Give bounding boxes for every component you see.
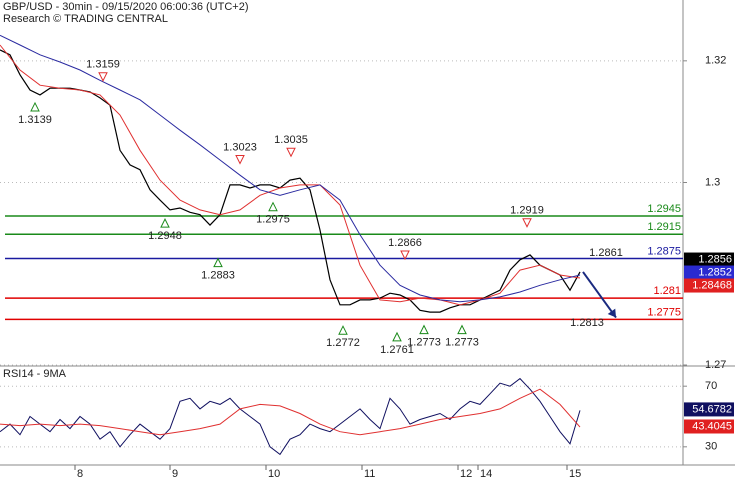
panel-title: RSI14 - 9MA bbox=[3, 368, 67, 380]
level-label: 1.2945 bbox=[647, 203, 681, 215]
level-label: 1.2915 bbox=[647, 221, 681, 233]
x-tick-label: 10 bbox=[268, 468, 280, 480]
signal-up bbox=[213, 257, 223, 268]
y-tick-label: 1.3 bbox=[705, 176, 720, 188]
line bbox=[0, 34, 581, 303]
signal-label: 1.2772 bbox=[326, 337, 360, 349]
signal-down bbox=[400, 250, 410, 261]
y-tick-label: 30 bbox=[705, 441, 717, 453]
signal-label: 1.2773 bbox=[407, 336, 441, 348]
projection-arrow bbox=[582, 271, 617, 319]
value-badge bbox=[684, 278, 734, 293]
value-badge-label: 54.6782 bbox=[692, 403, 732, 415]
level-label: 1.281 bbox=[653, 285, 681, 297]
signal-label: 1.2883 bbox=[201, 270, 235, 282]
signal-up bbox=[338, 325, 348, 335]
level-label: 1.2775 bbox=[647, 306, 681, 318]
x-tick-label: 14 bbox=[480, 468, 492, 480]
y-tick-label: 1.32 bbox=[705, 55, 726, 67]
signal-up bbox=[419, 324, 429, 335]
signal-label: 1.2773 bbox=[445, 336, 479, 348]
signal-label: 1.3139 bbox=[18, 114, 52, 126]
signal-label: 1.3035 bbox=[274, 134, 308, 146]
signal-down bbox=[286, 147, 296, 158]
chart-title: GBP/USD - 30min - 09/15/2020 06:00:36 (U… bbox=[3, 1, 248, 13]
y-tick-label: 1.27 bbox=[705, 359, 726, 371]
signal-label: 1.2948 bbox=[148, 230, 182, 242]
value-badge-label: 1.28468 bbox=[692, 279, 732, 291]
x-tick-label: 11 bbox=[364, 468, 375, 480]
signal-label: 1.3159 bbox=[86, 59, 120, 71]
signal-label: 1.2919 bbox=[510, 205, 544, 217]
x-tick-label: 8 bbox=[77, 468, 83, 480]
value-badge-label: 1.2856 bbox=[698, 253, 732, 265]
x-tick-label: 15 bbox=[569, 468, 581, 480]
line bbox=[0, 44, 581, 306]
signal-label: 1.2761 bbox=[380, 344, 414, 356]
target-label: 1.2861 bbox=[589, 247, 623, 259]
signal-up bbox=[268, 201, 278, 212]
signal-up bbox=[160, 218, 170, 228]
x-tick-label: 9 bbox=[172, 468, 178, 480]
value-badge-label: 43.4045 bbox=[692, 420, 732, 432]
value-badge bbox=[684, 419, 734, 434]
y-tick-label: 70 bbox=[705, 380, 717, 392]
signal-label: 1.3023 bbox=[223, 141, 257, 153]
value-badge bbox=[684, 265, 734, 280]
signal-down bbox=[98, 72, 108, 82]
target-label: 1.2813 bbox=[570, 317, 604, 329]
signal-label: 1.2975 bbox=[256, 214, 290, 226]
value-badge bbox=[684, 252, 734, 267]
signal-up bbox=[30, 101, 40, 112]
signal-up bbox=[457, 324, 467, 335]
line bbox=[0, 388, 581, 436]
signal-down bbox=[522, 218, 532, 228]
value-badge bbox=[684, 402, 734, 417]
signal-up bbox=[392, 331, 402, 342]
signal-label: 1.2866 bbox=[388, 237, 422, 249]
value-badge-label: 1.2852 bbox=[698, 266, 732, 278]
signal-down bbox=[235, 155, 245, 165]
level-label: 1.2875 bbox=[647, 245, 681, 257]
line bbox=[0, 377, 581, 456]
x-tick-label: 12 bbox=[460, 468, 472, 480]
arrow-head bbox=[607, 308, 616, 318]
chart-subtitle: Research © TRADING CENTRAL bbox=[3, 13, 168, 25]
